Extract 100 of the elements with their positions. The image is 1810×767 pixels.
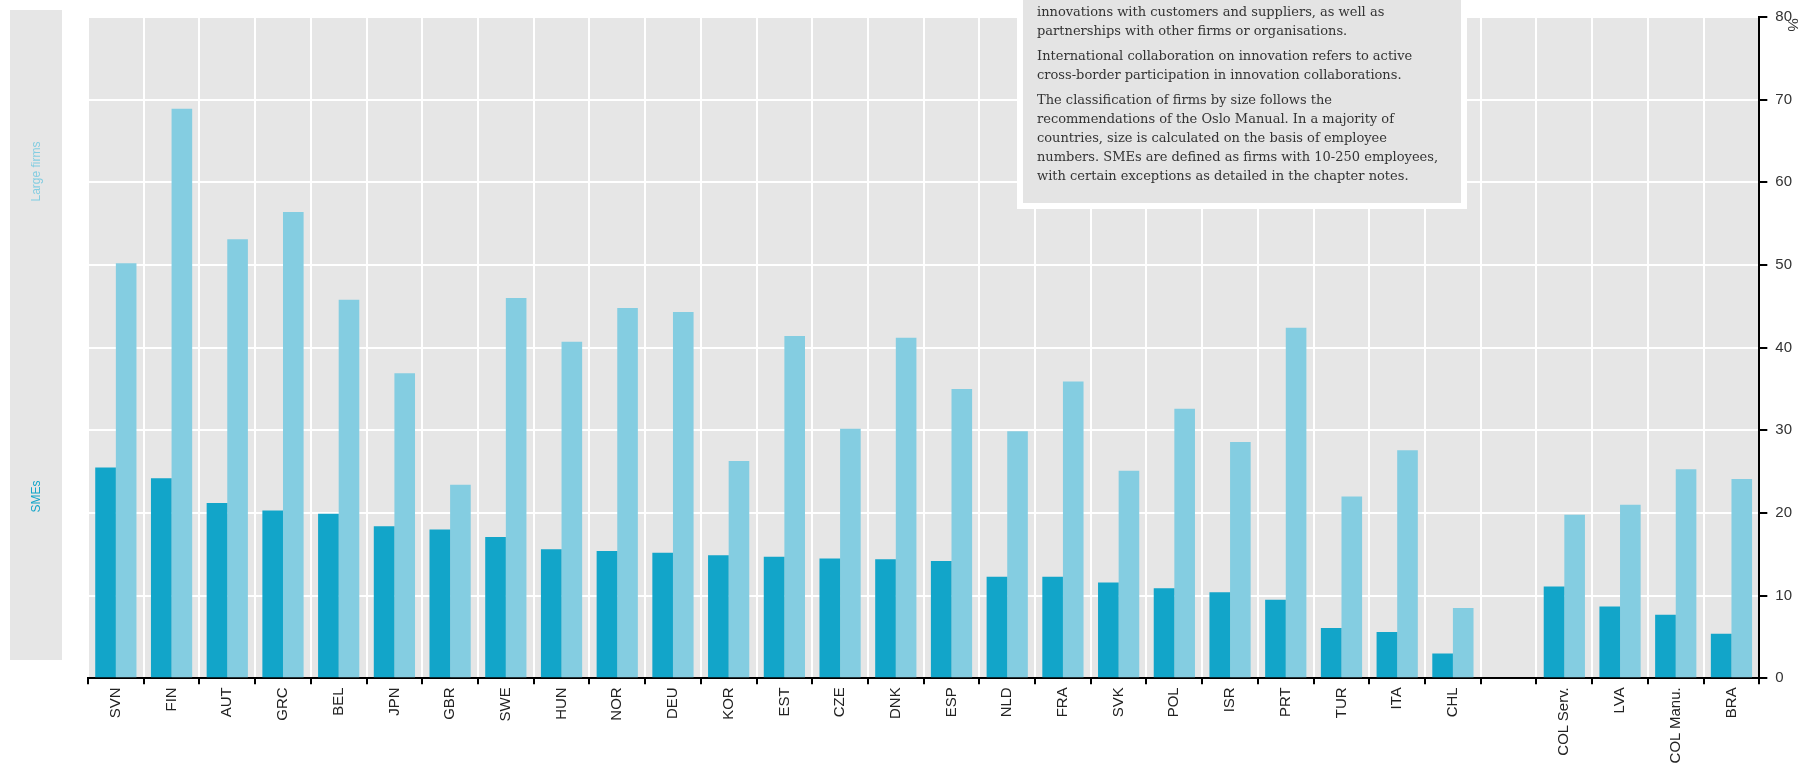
bar [394,373,416,678]
bar [951,388,973,678]
bar [1153,588,1175,678]
bar [596,551,618,678]
x-tick-label: ISR [1220,687,1238,713]
bar [282,212,304,678]
annotation: International collaboration on innovation refers to active cross-border participation in innovation collaborations. [1037,47,1414,84]
bar [1432,653,1453,678]
x-tick-label: COL Manu. [1665,687,1683,764]
x-tick-label: AUT [217,687,235,718]
x-tick-label: JPN [384,687,402,716]
x-tick-label: BRA [1721,687,1739,719]
bar [115,263,137,678]
bar [1230,441,1251,678]
bar [318,513,339,678]
bar [763,556,785,678]
x-tick-label: ITA [1387,687,1405,710]
bar [373,526,395,678]
bar [1118,470,1140,678]
x-tick-label: BEL [328,687,346,716]
bar [150,478,172,678]
x-tick-label: POL [1164,687,1182,718]
bar [1710,633,1732,678]
x-tick-label: CZE [830,687,848,718]
bar [875,559,896,678]
bar [262,510,283,678]
x-tick-label: EST [774,687,792,717]
y-tick-label: 60 [1775,172,1792,190]
bar [840,428,861,678]
bar [986,576,1008,678]
bar [895,337,917,678]
bar [728,460,750,678]
bar [1341,496,1363,678]
x-tick-label: FRA [1053,687,1071,718]
bar [1543,586,1565,678]
annotation: innovations with customers and suppliers, as well as partnerships with other firms or organisations. [1037,3,1386,40]
bar [227,239,248,678]
note-panel: innovations with customers and suppliers, as well as partnerships with other firms or organisations. International collaboration on innovation refers to active cross-border participation in innovation collaborations. The classification of firms by size follows the recommendations of the Oslo Manual. In a majority of countries, size is calculated on the basis of employee numbers. SMEs are defined as firms with 10-250 employees, with certain exceptions as detailed in the chapter notes. [1017,0,1467,209]
bar [561,341,583,678]
x-tick-label: SVN [106,687,123,719]
bar [1376,632,1398,678]
bar [206,503,228,678]
bar [338,299,360,678]
y-tick-label: 0 [1775,668,1784,686]
bar [1320,627,1342,678]
y-tick-label: 70 [1775,89,1792,107]
y-tick-label: 20 [1775,503,1792,521]
bar [1062,381,1084,678]
annotation: The classification of firms by size follows the recommendations of the Oslo Manual. In a majority of countries, size is calculated on the basis of employee numbers. SMEs are defined as firms with 10-250 employees, with certain exceptions as detailed in the chapter notes. [1037,91,1440,185]
bar [1397,450,1418,678]
y-tick-label: 40 [1775,337,1792,355]
bar [1174,408,1195,678]
bar [505,298,527,678]
bar [1675,469,1697,678]
x-tick-label: SWE [495,687,513,722]
bar [1599,606,1621,678]
y-tick-label: 30 [1775,420,1792,438]
x-tick-label: HUN [551,687,569,720]
bar [1042,576,1063,678]
bar [1007,431,1028,678]
bar [1655,614,1676,678]
bar [672,312,694,678]
bar [95,467,116,678]
y-tick-label: 50 [1775,255,1792,273]
bar [652,552,673,678]
bar [819,558,841,678]
x-tick-label: GRC [273,687,291,721]
bar [617,307,638,678]
bar [1209,592,1231,678]
x-tick-label: ESP [941,687,959,718]
bar [1620,504,1641,678]
x-tick-label: SVK [1108,687,1126,718]
x-tick-label: TUR [1331,687,1349,719]
x-tick-label: FIN [161,687,179,712]
bar [1265,599,1286,678]
bar [1731,479,1753,678]
bar [1564,514,1585,678]
y-tick-label: 10 [1775,585,1792,603]
bar [429,529,451,678]
bar [450,484,471,678]
bar [930,560,952,678]
x-tick-label: DNK [885,687,903,719]
x-tick-label: NLD [997,687,1015,718]
x-tick-label: PRT [1275,687,1293,718]
x-tick-label: LVA [1610,687,1628,714]
text: Large firms [29,140,43,202]
bar [784,336,805,678]
x-tick-label: GBR [440,687,458,720]
bar [1452,608,1474,678]
bar [1285,327,1307,678]
x-tick-label: NOR [607,687,625,721]
bar [171,108,193,678]
x-tick-label: COL Serv. [1554,687,1572,756]
x-tick-label: KOR [718,687,736,720]
bar [1098,582,1119,678]
x-tick-label: CHL [1443,687,1461,718]
bar [540,549,562,678]
bar [708,555,729,678]
text: SMEs [29,479,43,512]
x-tick-label: DEU [663,687,681,719]
